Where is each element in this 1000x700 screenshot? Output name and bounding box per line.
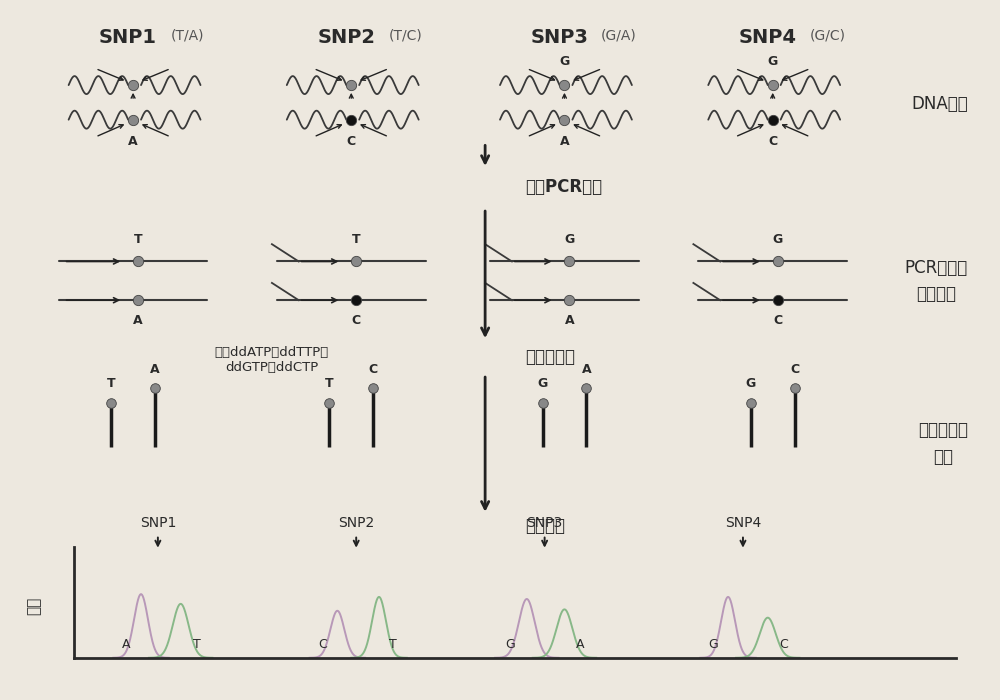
Text: T: T bbox=[134, 233, 142, 246]
Point bbox=[343, 114, 359, 125]
Text: 多重PCR扩增: 多重PCR扩增 bbox=[525, 178, 602, 197]
Text: A: A bbox=[122, 638, 131, 651]
Text: G: G bbox=[559, 55, 570, 68]
Point bbox=[365, 382, 381, 393]
Point bbox=[765, 114, 781, 125]
Text: A: A bbox=[576, 638, 585, 651]
Text: SNP2: SNP2 bbox=[317, 29, 375, 48]
Text: SNP2: SNP2 bbox=[338, 516, 374, 530]
Text: G: G bbox=[708, 638, 718, 651]
Text: (T/C): (T/C) bbox=[389, 29, 423, 43]
Point bbox=[125, 114, 141, 125]
Point bbox=[348, 295, 364, 306]
Text: 单碳基延伸: 单碳基延伸 bbox=[525, 348, 575, 366]
Text: SNP1: SNP1 bbox=[99, 29, 157, 48]
Text: C: C bbox=[780, 638, 788, 651]
Text: SNP4: SNP4 bbox=[739, 29, 797, 48]
Text: PCR产物和
延伸引物: PCR产物和 延伸引物 bbox=[905, 258, 968, 303]
Text: DNA模板: DNA模板 bbox=[911, 95, 968, 113]
Point bbox=[787, 382, 803, 393]
Text: 单碳基延伸
产物: 单碳基延伸 产物 bbox=[918, 421, 968, 466]
Text: G: G bbox=[768, 55, 778, 68]
Point bbox=[556, 114, 572, 125]
Text: SNP3: SNP3 bbox=[531, 29, 588, 48]
Text: A: A bbox=[133, 314, 143, 327]
Text: G: G bbox=[505, 638, 515, 651]
Text: A: A bbox=[581, 363, 591, 376]
Text: A: A bbox=[128, 135, 138, 148]
Point bbox=[561, 295, 577, 306]
Point bbox=[765, 80, 781, 91]
Text: T: T bbox=[325, 377, 334, 391]
Text: T: T bbox=[107, 377, 116, 391]
Text: C: C bbox=[773, 314, 782, 327]
Text: 加入ddATP、ddTTP、
ddGTP和ddCTP: 加入ddATP、ddTTP、 ddGTP和ddCTP bbox=[215, 346, 329, 374]
Point bbox=[770, 256, 786, 267]
Point bbox=[556, 80, 572, 91]
Point bbox=[130, 256, 146, 267]
Point bbox=[348, 256, 364, 267]
Text: C: C bbox=[352, 314, 361, 327]
Point bbox=[103, 397, 119, 408]
Text: C: C bbox=[768, 135, 777, 148]
Text: SNP1: SNP1 bbox=[140, 516, 176, 530]
Text: SNP4: SNP4 bbox=[725, 516, 761, 530]
Text: 电泳分离: 电泳分离 bbox=[525, 517, 565, 535]
Text: (T/A): (T/A) bbox=[171, 29, 204, 43]
Text: A: A bbox=[150, 363, 160, 376]
Point bbox=[125, 80, 141, 91]
Text: T: T bbox=[193, 638, 200, 651]
Text: 峰高: 峰高 bbox=[26, 597, 41, 615]
Text: (G/A): (G/A) bbox=[601, 29, 637, 43]
Point bbox=[321, 397, 337, 408]
Text: C: C bbox=[369, 363, 378, 376]
Point bbox=[578, 382, 594, 393]
Text: (G/C): (G/C) bbox=[809, 29, 845, 43]
Point bbox=[770, 295, 786, 306]
Text: C: C bbox=[347, 135, 356, 148]
Point bbox=[561, 256, 577, 267]
Text: C: C bbox=[790, 363, 799, 376]
Point bbox=[743, 397, 759, 408]
Text: G: G bbox=[773, 233, 783, 246]
Text: SNP3: SNP3 bbox=[526, 516, 563, 530]
Text: C: C bbox=[318, 638, 327, 651]
Point bbox=[147, 382, 163, 393]
Text: G: G bbox=[746, 377, 756, 391]
Text: T: T bbox=[389, 638, 397, 651]
Text: A: A bbox=[565, 314, 574, 327]
Text: G: G bbox=[564, 233, 575, 246]
Text: T: T bbox=[352, 233, 361, 246]
Point bbox=[535, 397, 551, 408]
Point bbox=[343, 80, 359, 91]
Text: G: G bbox=[538, 377, 548, 391]
Text: A: A bbox=[560, 135, 569, 148]
Point bbox=[130, 295, 146, 306]
